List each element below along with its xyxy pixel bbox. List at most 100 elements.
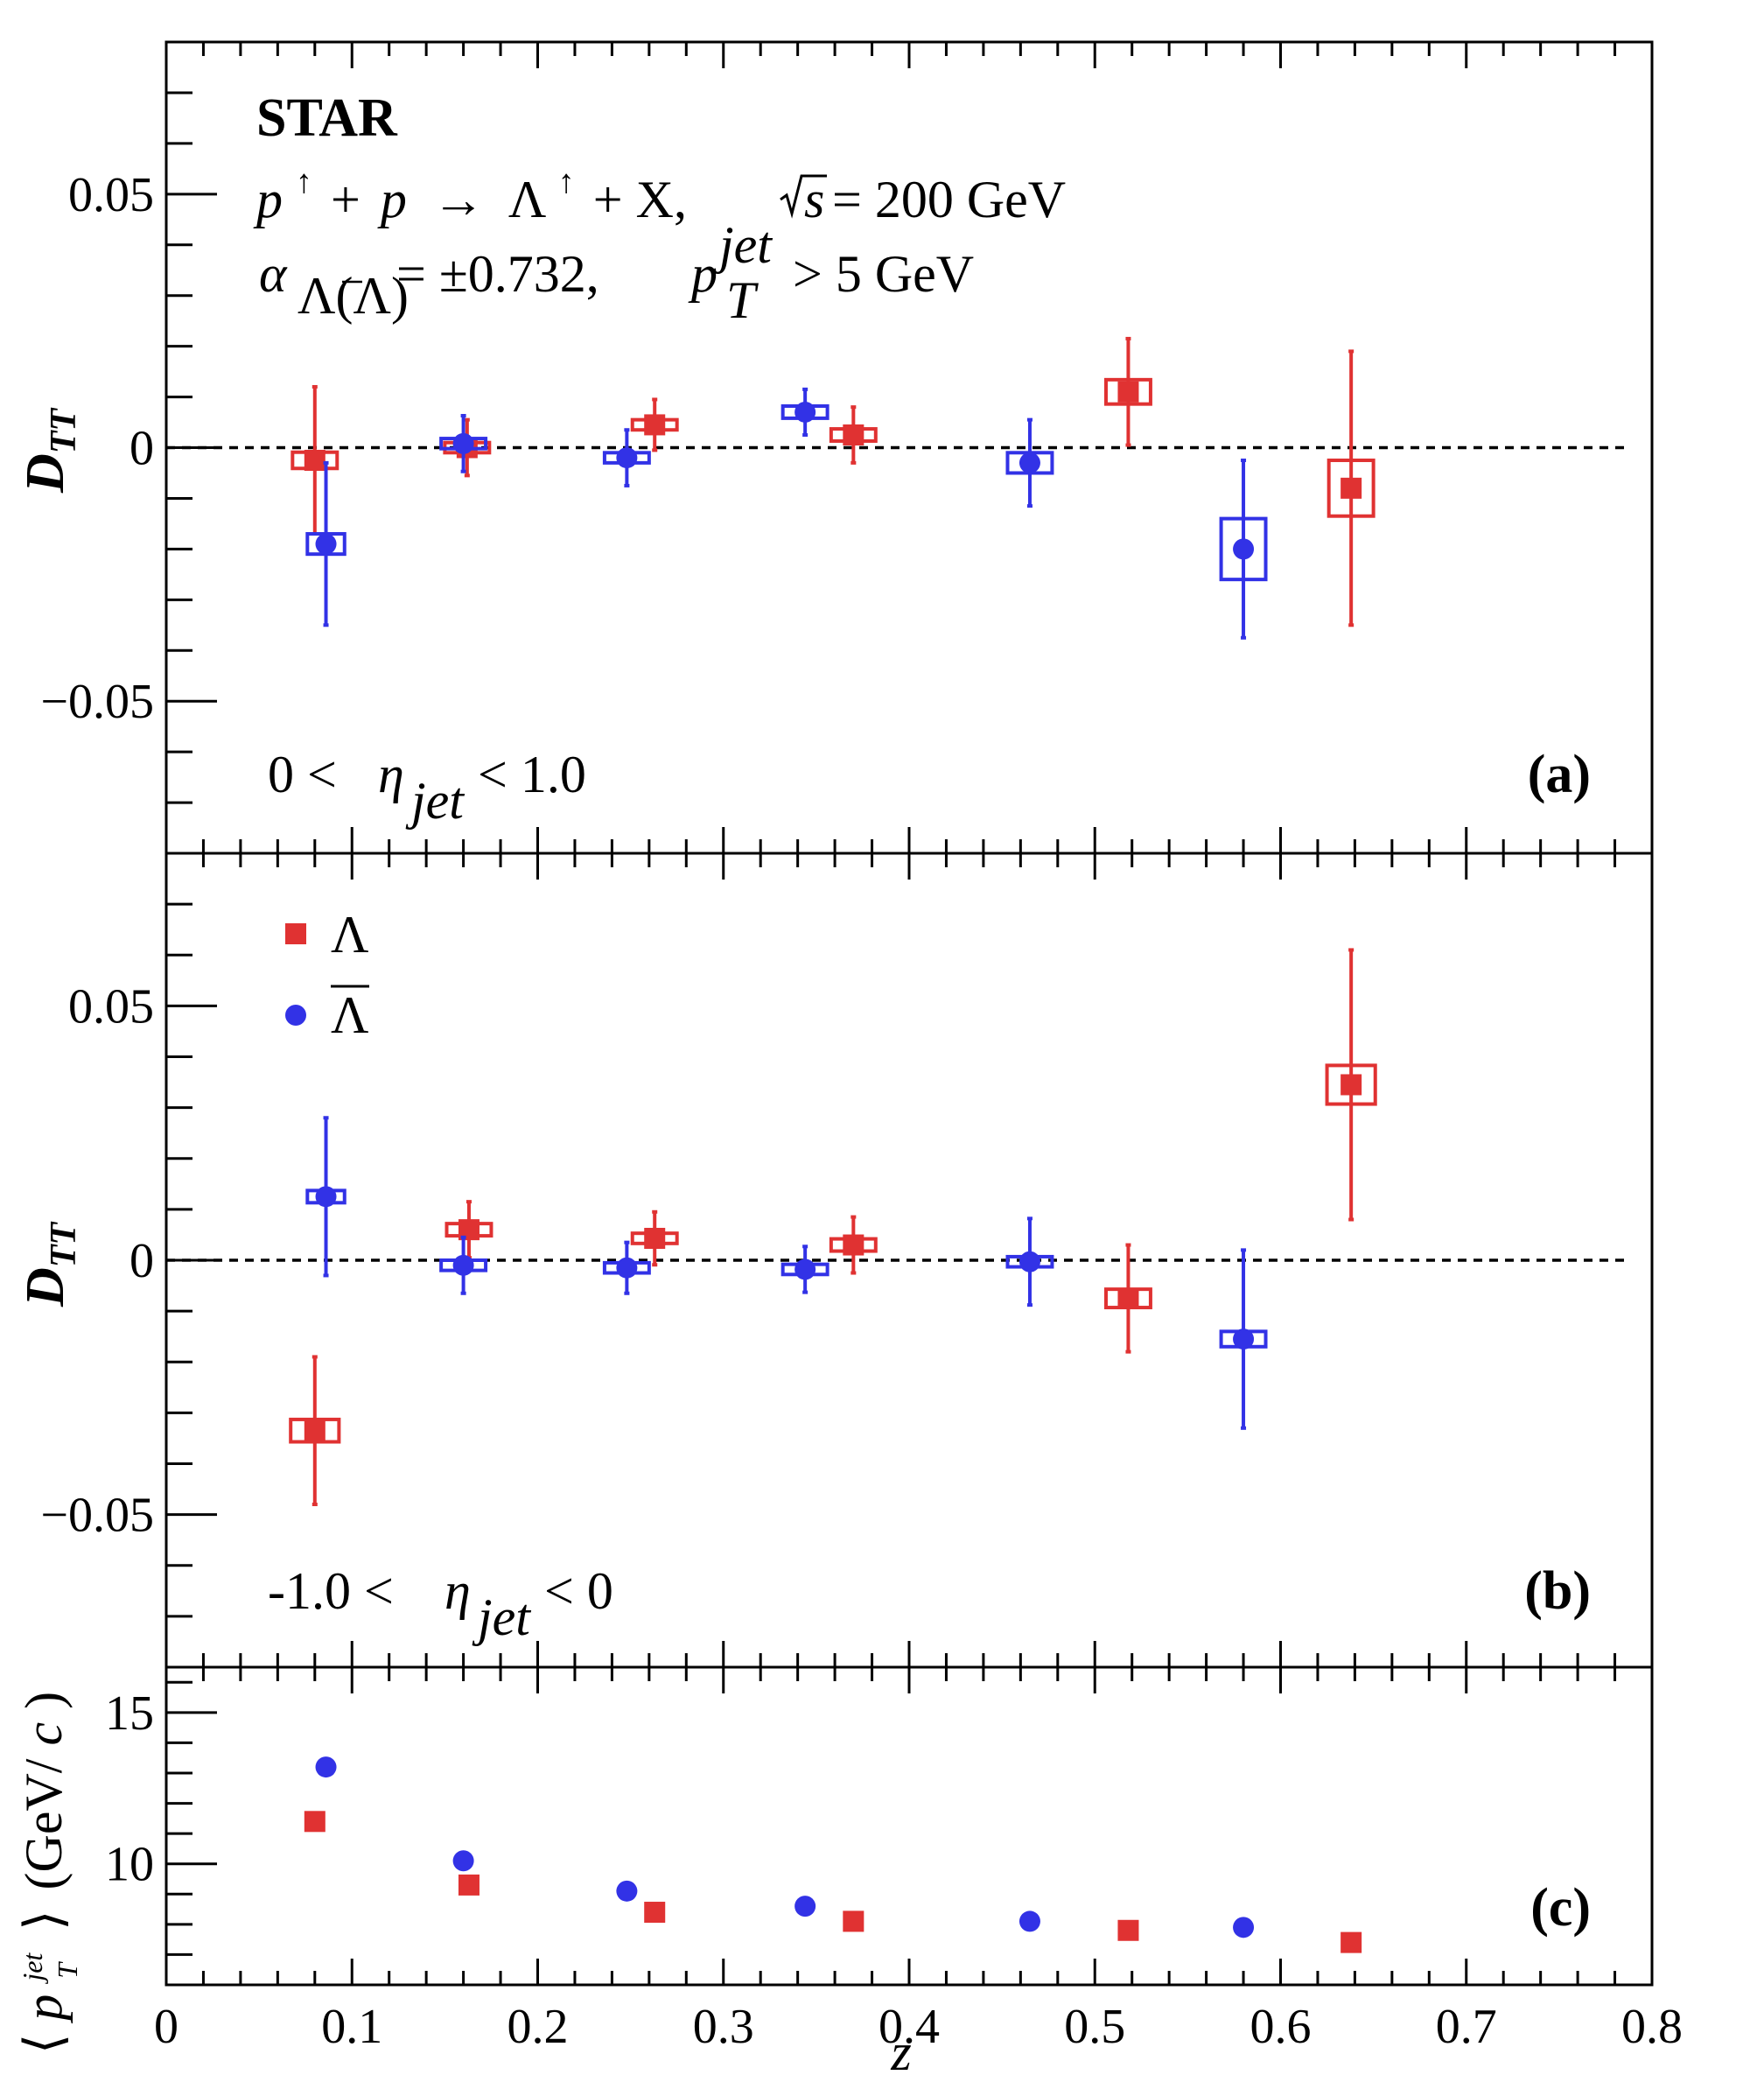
lambda-point: [1117, 381, 1139, 403]
energy-label: s = 200 GeV: [780, 171, 1066, 228]
svg-text:jet: jet: [405, 772, 465, 830]
antilambda-point: [315, 1186, 337, 1208]
svg-text:< 1.0: < 1.0: [478, 746, 586, 803]
panel-b-marks: [166, 948, 1628, 1506]
lambda-systematic-box: [1325, 1063, 1377, 1106]
lambda-point: [644, 1228, 666, 1250]
lambda-systematic-box: [1326, 458, 1376, 518]
legend-label-lambda: Λ: [331, 906, 369, 964]
lambda-point: [1117, 1287, 1139, 1309]
x-tick-label: 0.6: [1250, 2000, 1312, 2054]
lambda-point: [1340, 1074, 1362, 1096]
lambda-point: [1117, 1919, 1139, 1941]
antilambda-point: [1018, 1910, 1040, 1932]
x-tick-label: 0.7: [1436, 2000, 1497, 2054]
svg-text:jet: jet: [713, 216, 773, 274]
antilambda-point: [1233, 1917, 1255, 1938]
x-axis-title: z: [890, 2023, 911, 2075]
svg-text:Λ(Λ): Λ(Λ): [298, 267, 409, 325]
svg-text:s: s: [804, 171, 824, 228]
svg-text:α: α: [259, 245, 288, 303]
svg-text:η: η: [378, 746, 404, 803]
eta-range-label-a: 0 < η jet < 1.0: [268, 746, 586, 830]
antilambda-point: [452, 432, 474, 454]
x-tick-label: 0.1: [321, 2000, 382, 2054]
svg-text:T: T: [726, 271, 759, 329]
x-tick-label: 0.8: [1621, 2000, 1683, 2054]
antilambda-point: [794, 1258, 816, 1280]
y-tick-label: 15: [105, 1686, 154, 1741]
antilambda-point: [1018, 1251, 1040, 1272]
legend-marker-antilambda: [285, 1005, 306, 1026]
svg-text:= 200 GeV: = 200 GeV: [832, 171, 1066, 228]
lambda-point: [304, 1420, 326, 1441]
panel-a-marks: [166, 336, 1628, 640]
lambda-point: [843, 1234, 864, 1256]
y-axis-title-b: DTT: [16, 1221, 84, 1307]
lambda-point: [304, 1811, 326, 1833]
svg-text:η: η: [444, 1562, 471, 1620]
lambda-point: [1340, 1931, 1362, 1953]
x-tick-label: 0: [154, 2000, 178, 2054]
y-tick-label: 0.05: [68, 979, 154, 1034]
antilambda-point: [616, 1257, 638, 1279]
lambda-point: [458, 1874, 480, 1896]
panel-label-c: (c): [1530, 1878, 1591, 1938]
lambda-point: [1340, 477, 1362, 499]
svg-text:= ±0.732,: = ±0.732,: [396, 245, 599, 303]
antilambda-point: [1233, 538, 1255, 560]
lambda-systematic-box: [1103, 377, 1152, 406]
y-tick-label: 0.05: [68, 168, 154, 222]
antilambda-point: [452, 1254, 474, 1276]
lambda-point: [843, 1910, 864, 1932]
panel-a: −0.05 0 0.05 STAR p ↑ + p → Λ ↑ + X, s = 2…: [16, 40, 1654, 855]
lambda-point: [843, 424, 864, 446]
x-tick-label: 0.4: [878, 2000, 940, 2054]
panel-label-a: (a): [1528, 745, 1591, 804]
lambda-point: [644, 1902, 666, 1924]
alpha-label: α Λ(Λ) = ±0.732, p jet T > 5 GeV: [259, 216, 974, 329]
x-tick-label: 0.3: [693, 2000, 754, 2054]
antilambda-point: [616, 1880, 638, 1902]
antilambda-point: [1018, 452, 1040, 473]
panel-label-b: (b): [1524, 1561, 1591, 1621]
eta-range-label-b: -1.0 < η jet < 0: [268, 1562, 613, 1646]
x-tick-label: 0.5: [1064, 2000, 1125, 2054]
legend-marker-lambda: [285, 923, 306, 944]
svg-text:> 5 GeV: > 5 GeV: [793, 245, 974, 303]
svg-text:jet: jet: [472, 1588, 531, 1646]
svg-text:0 <: 0 <: [268, 746, 337, 803]
y-tick-label: 0: [130, 422, 154, 476]
y-tick-label: 10: [105, 1838, 154, 1892]
panel-a-axes: −0.05 0 0.05: [40, 40, 1654, 855]
legend: Λ Λ: [285, 906, 369, 1044]
plot-frame: [164, 1665, 1654, 1987]
antilambda-point: [794, 1896, 816, 1917]
antilambda-point: [452, 1850, 474, 1872]
y-axis-title-a: DTT: [16, 407, 84, 494]
lambda-systematic-box: [289, 1417, 341, 1444]
y-tick-label: −0.05: [40, 675, 154, 729]
antilambda-point: [315, 533, 337, 555]
antilambda-systematic-box: [1219, 516, 1268, 582]
lambda-point: [304, 449, 326, 471]
antilambda-point: [794, 401, 816, 423]
panel-b: −0.05 0 0.05 Λ Λ -1.0 < η jet < 0 (b) DTT: [16, 852, 1654, 1669]
antilambda-point: [315, 1756, 337, 1778]
y-tick-label: 0: [130, 1234, 154, 1288]
y-axis-title-c: ⟨ p jet T ⟩ (GeV/ c ): [0, 1692, 88, 2054]
panel-c-marks: [304, 1756, 1362, 1953]
antilambda-point: [616, 447, 638, 469]
svg-text:-1.0 <: -1.0 <: [268, 1562, 394, 1620]
experiment-label: STAR: [256, 88, 398, 148]
lambda-point: [644, 414, 666, 436]
antilambda-point: [1233, 1328, 1255, 1350]
reaction-label: p ↑ + p → Λ ↑ + X,: [253, 146, 687, 228]
svg-text:p: p: [688, 245, 718, 303]
x-tick-label: 0.2: [508, 2000, 569, 2054]
panel-c-axes: 0 0.1 0.2 0.3 0.4 0.5 0.6 0.7 0.8 10 15: [105, 1665, 1683, 2054]
legend-label-antilambda: Λ: [331, 986, 369, 1044]
svg-text:< 0: < 0: [544, 1562, 613, 1620]
panel-c: 0 0.1 0.2 0.3 0.4 0.5 0.6 0.7 0.8 10 15 (c) ⟨ p je…: [0, 1665, 1683, 2075]
